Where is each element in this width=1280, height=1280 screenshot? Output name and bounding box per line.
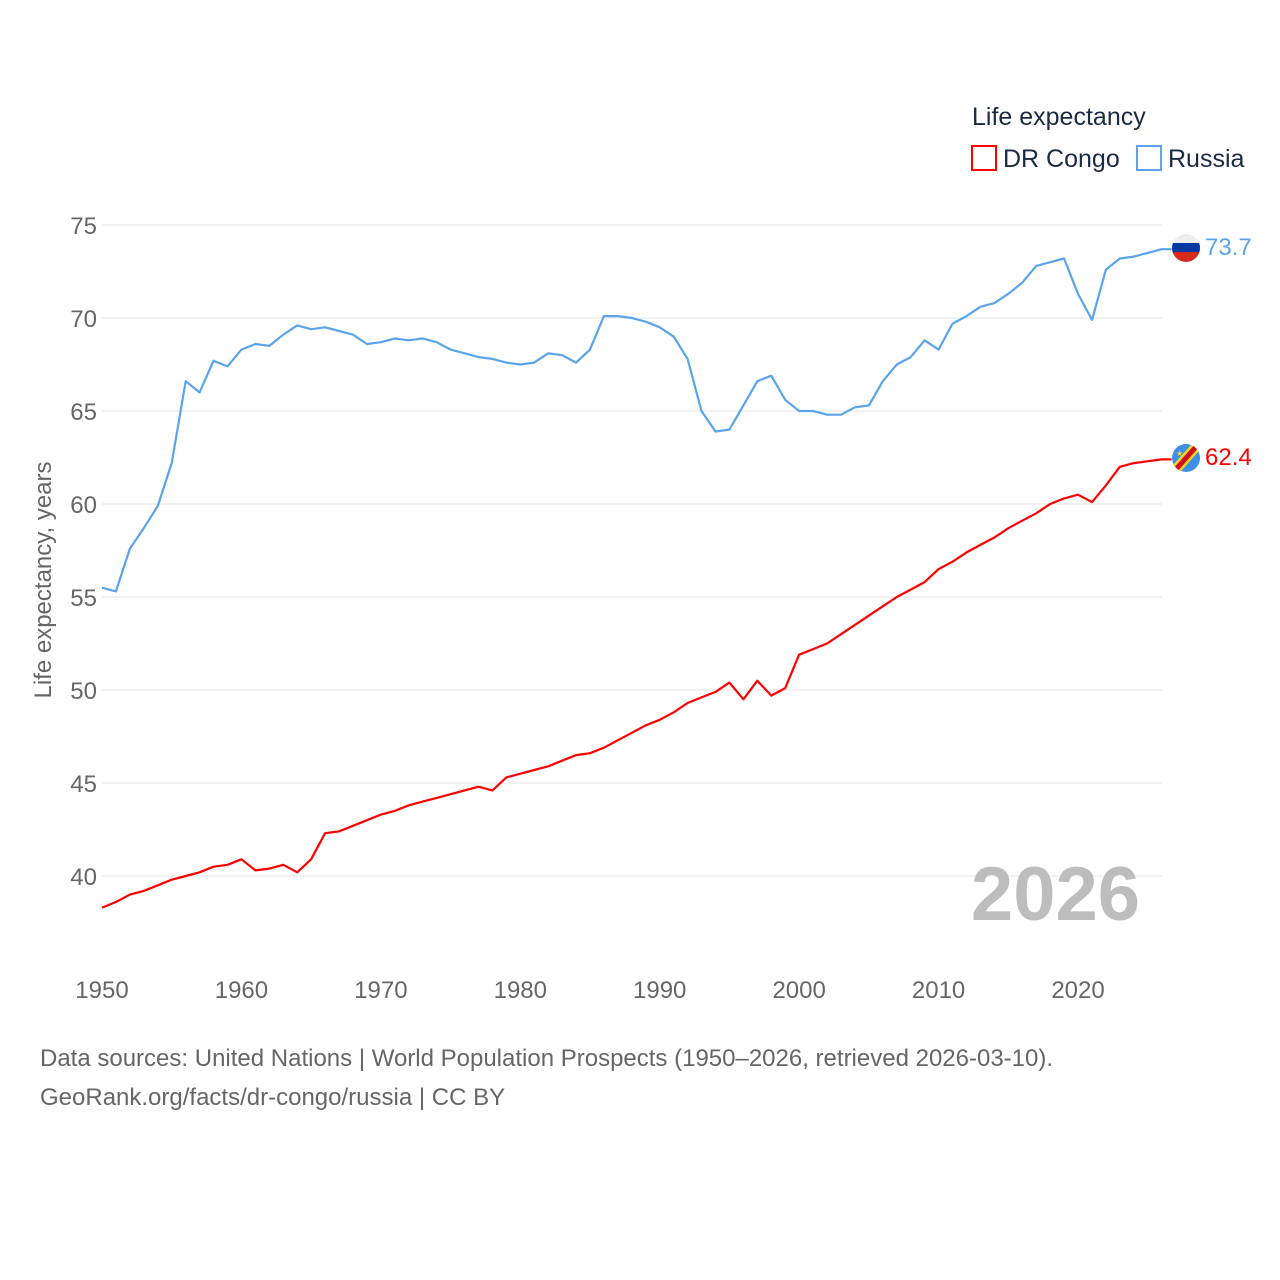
x-tick-label: 2020 xyxy=(1051,977,1104,1004)
footer-attribution[interactable]: GeoRank.org/facts/dr-congo/russia | CC B… xyxy=(40,1084,506,1111)
dr-congo-end-label: 62.4 xyxy=(1205,444,1252,471)
y-tick-label: 45 xyxy=(70,771,97,798)
x-tick-label: 1950 xyxy=(75,977,128,1004)
y-axis-ticks: 40 45 50 55 60 65 70 75 xyxy=(70,213,97,891)
y-tick-label: 40 xyxy=(70,864,97,891)
x-axis-ticks: 1950 1960 1970 1980 1990 2000 2010 2020 xyxy=(75,977,1104,1004)
x-tick-label: 2000 xyxy=(772,977,825,1004)
series-line-dr-congo xyxy=(101,458,1172,909)
series-lines xyxy=(101,248,1172,909)
svg-text:★: ★ xyxy=(1176,449,1183,458)
series-line-russia xyxy=(101,248,1172,593)
dr-congo-flag-icon: ★ xyxy=(1172,444,1200,472)
y-tick-label: 50 xyxy=(70,678,97,705)
x-tick-label: 2010 xyxy=(912,977,965,1004)
y-tick-label: 65 xyxy=(70,399,97,426)
y-axis-label: Life expectancy, years xyxy=(30,461,57,698)
year-watermark: 2026 xyxy=(971,852,1140,937)
y-tick-label: 55 xyxy=(70,585,97,612)
y-tick-label: 75 xyxy=(70,213,97,240)
x-tick-label: 1970 xyxy=(354,977,407,1004)
legend-item-russia[interactable]: Russia xyxy=(1136,145,1245,173)
x-tick-label: 1980 xyxy=(494,977,547,1004)
legend-title: Life expectancy xyxy=(972,103,1146,131)
footer-sources: Data sources: United Nations | World Pop… xyxy=(40,1045,1054,1072)
russia-flag-icon xyxy=(1172,234,1200,262)
x-tick-label: 1960 xyxy=(215,977,268,1004)
russia-end-label: 73.7 xyxy=(1205,234,1252,261)
life-expectancy-chart: 40 45 50 55 60 65 70 75 1950 1960 1970 1980 1990 200… xyxy=(30,103,1252,1004)
legend-swatch-russia xyxy=(1136,145,1162,171)
grid-lines xyxy=(102,224,1162,877)
x-tick-label: 1990 xyxy=(633,977,686,1004)
legend-swatch-dr-congo xyxy=(971,145,997,171)
legend-label-russia: Russia xyxy=(1168,145,1245,173)
y-tick-label: 60 xyxy=(70,492,97,519)
legend-label-dr-congo: DR Congo xyxy=(1003,145,1120,173)
y-tick-label: 70 xyxy=(70,306,97,333)
legend-item-dr-congo[interactable]: DR Congo xyxy=(971,145,1120,173)
